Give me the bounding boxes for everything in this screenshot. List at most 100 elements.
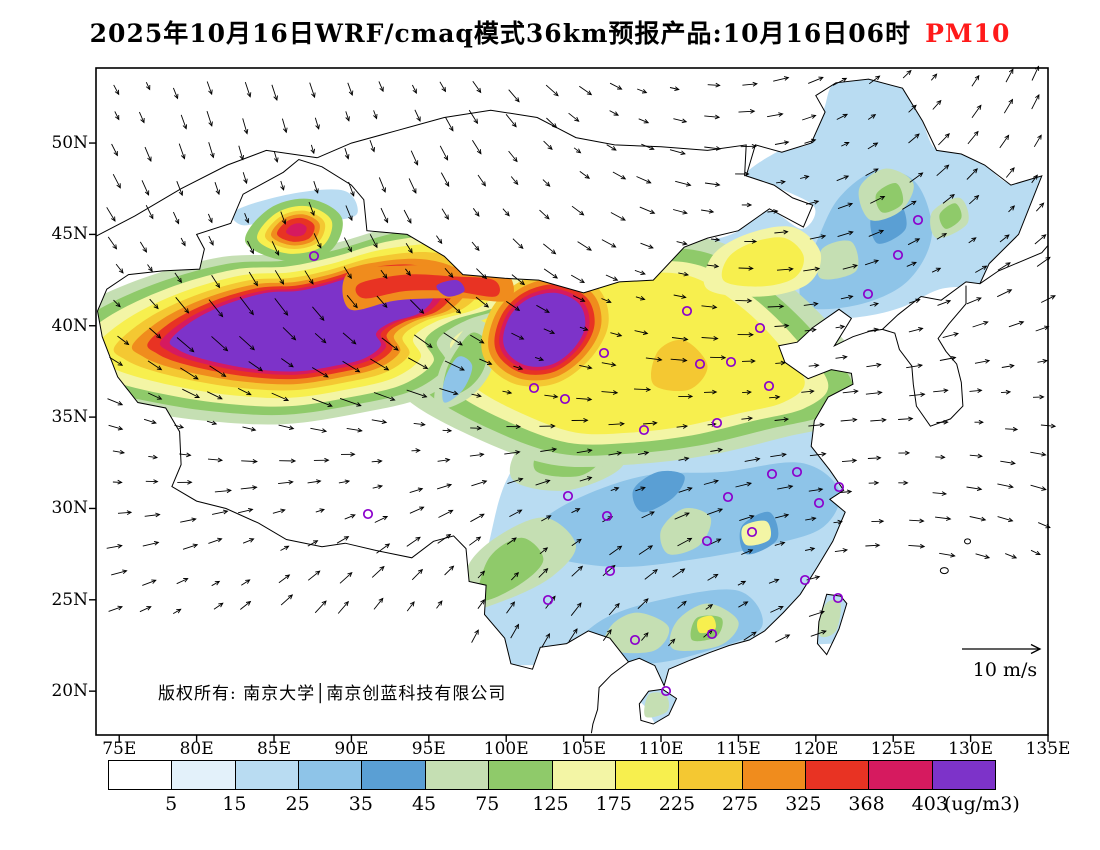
- station-marker: [833, 481, 845, 493]
- wind-arrow: [743, 631, 757, 641]
- wind-arrow: [606, 144, 617, 151]
- wind-arrow: [437, 459, 450, 462]
- wind-arrow: [774, 325, 789, 327]
- colorbar-boundary-label: 75: [475, 793, 500, 815]
- wind-arrow: [108, 424, 123, 430]
- wind-arrow: [378, 177, 386, 193]
- wind-arrow: [833, 521, 842, 524]
- wind-arrow: [312, 398, 333, 407]
- wind-arrow: [840, 491, 852, 493]
- wind-arrow: [315, 508, 325, 513]
- station-marker: [791, 466, 803, 478]
- wind-arrow: [768, 579, 779, 584]
- wind-arrow: [345, 205, 353, 221]
- colorbar-boundary-label: 275: [722, 793, 759, 815]
- wind-arrow: [735, 482, 752, 488]
- wind-arrow: [242, 118, 248, 134]
- wind-arrow: [543, 268, 558, 279]
- wind-arrow: [505, 114, 517, 127]
- wind-arrow: [117, 335, 129, 345]
- wind-arrow: [969, 389, 982, 392]
- wind-arrow: [678, 457, 689, 461]
- wind-arrow: [997, 516, 1013, 522]
- wind-arrow: [304, 270, 314, 285]
- station-marker: [559, 393, 571, 405]
- wind-arrow: [436, 235, 443, 244]
- contour-region: [697, 615, 716, 634]
- wind-arrow: [539, 209, 550, 220]
- wind-arrow: [114, 111, 120, 120]
- wind-arrow: [145, 204, 154, 219]
- wind-arrow: [638, 545, 653, 555]
- wind-arrow: [144, 146, 152, 162]
- plot-frame: [95, 67, 1049, 736]
- wind-arrow: [509, 509, 522, 517]
- wind-arrow: [612, 171, 626, 180]
- wind-arrow: [676, 241, 687, 245]
- station-marker: [763, 380, 775, 392]
- wind-arrow: [930, 73, 937, 81]
- wind-arrow: [512, 238, 524, 249]
- wind-arrow: [244, 81, 251, 97]
- colorbar: [108, 760, 996, 790]
- station-marker: [706, 628, 718, 640]
- wind-arrow: [381, 337, 399, 351]
- wind-arrow: [348, 181, 355, 197]
- wind-arrow: [840, 295, 853, 300]
- title-main: 2025年10月16日WRF/cmaq模式36km预报产品:10月16日06时: [89, 19, 912, 48]
- copyright-text: 版权所有: 南京大学│南京创蓝科技有限公司: [158, 684, 507, 704]
- wind-arrow: [867, 328, 879, 332]
- wind-arrow: [439, 387, 458, 395]
- wind-arrow: [641, 632, 649, 641]
- wind-arrow: [535, 479, 550, 486]
- wind-arrow: [342, 360, 360, 373]
- wind-arrow: [115, 263, 124, 274]
- wind-arrow: [775, 362, 785, 364]
- wind-arrow: [579, 476, 592, 482]
- wind-arrow: [610, 332, 622, 337]
- wind-arrow: [313, 233, 322, 248]
- wind-arrow: [345, 111, 350, 121]
- wind-arrow: [244, 213, 249, 223]
- wind-arrow: [111, 570, 127, 576]
- wind-arrow: [802, 115, 816, 121]
- wind-arrow: [842, 390, 858, 394]
- wind-arrow: [439, 145, 448, 161]
- wind-arrow: [1000, 391, 1011, 394]
- wind-arrow: [380, 207, 389, 223]
- wind-arrow: [178, 143, 185, 159]
- wind-arrow: [242, 172, 248, 184]
- wind-arrow: [106, 207, 116, 222]
- lat-tick-label: 25N: [51, 589, 88, 610]
- wind-arrow: [801, 390, 814, 393]
- wind-arrow: [908, 133, 920, 144]
- wind-arrow: [139, 606, 151, 613]
- wind-scale-label: 10 m/s: [972, 659, 1038, 681]
- wind-arrow: [1035, 202, 1044, 212]
- wind-arrow: [1034, 234, 1046, 245]
- wind-arrow: [477, 570, 485, 579]
- wind-arrow: [541, 515, 551, 522]
- wind-arrow: [440, 172, 450, 187]
- wind-arrow: [609, 82, 622, 90]
- wind-arrow: [543, 140, 553, 150]
- colorbar-cell: [869, 761, 933, 789]
- colorbar-boundary-label: 125: [532, 793, 569, 815]
- wind-arrow: [280, 211, 286, 224]
- wind-arrow: [931, 267, 941, 273]
- wind-arrow: [774, 231, 788, 234]
- wind-arrow: [669, 149, 686, 155]
- wind-arrow: [472, 208, 480, 217]
- station-marker: [562, 490, 574, 502]
- wind-arrow: [336, 536, 349, 544]
- wind-arrow: [112, 173, 121, 189]
- wind-arrow: [864, 260, 879, 266]
- colorbar-boundary-label: 325: [785, 793, 822, 815]
- wind-arrow: [703, 480, 719, 485]
- wind-arrow: [242, 538, 254, 544]
- wind-arrow: [182, 388, 200, 398]
- wind-arrow: [832, 78, 847, 86]
- wind-arrow: [865, 168, 879, 176]
- wind-arrow: [1008, 321, 1024, 328]
- wind-arrow: [570, 274, 585, 283]
